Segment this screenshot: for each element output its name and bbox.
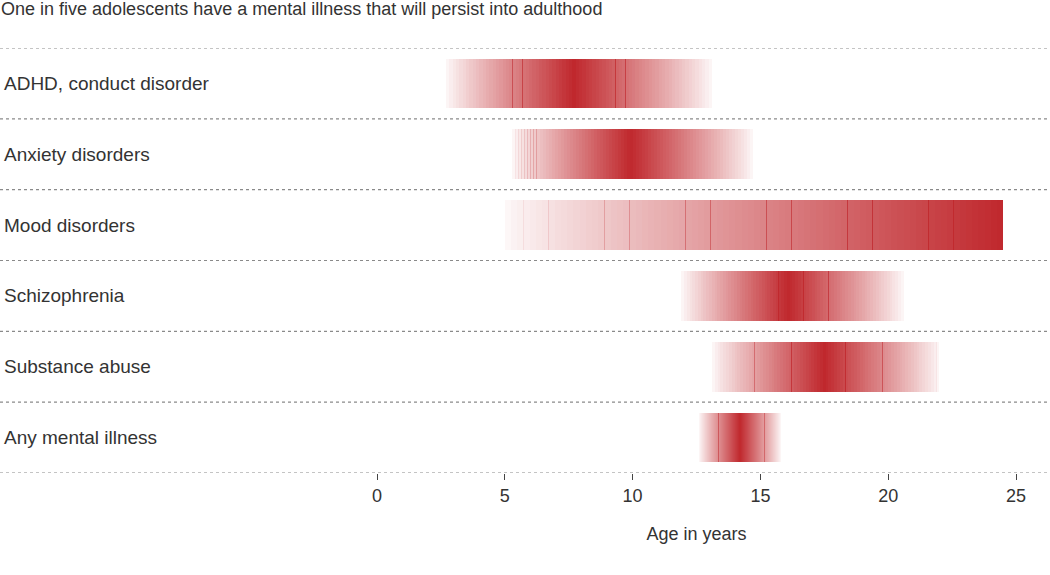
svg-text:20: 20 [878, 486, 898, 506]
svg-text:Mood disorders: Mood disorders [4, 215, 135, 236]
svg-text:ADHD, conduct disorder: ADHD, conduct disorder [4, 73, 210, 94]
svg-text:25: 25 [1006, 486, 1026, 506]
svg-text:0: 0 [372, 486, 382, 506]
svg-text:Anxiety disorders: Anxiety disorders [4, 144, 150, 165]
svg-text:Age in years: Age in years [646, 524, 746, 544]
svg-text:Substance abuse: Substance abuse [4, 356, 151, 377]
svg-text:Schizophrenia: Schizophrenia [4, 285, 125, 306]
svg-text:10: 10 [623, 486, 643, 506]
svg-text:5: 5 [500, 486, 510, 506]
svg-text:One in five adolescents have a: One in five adolescents have a mental il… [1, 0, 602, 19]
svg-text:Any mental illness: Any mental illness [4, 427, 157, 448]
svg-text:15: 15 [750, 486, 770, 506]
